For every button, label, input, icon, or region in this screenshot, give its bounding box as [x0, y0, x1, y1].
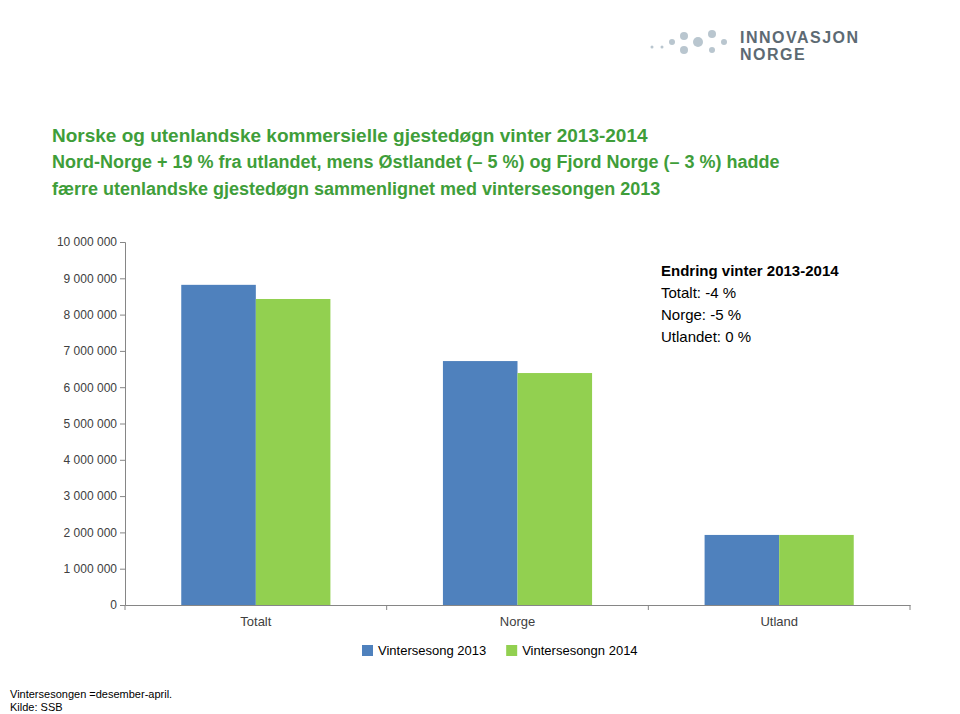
y-tick-mark: [120, 569, 125, 570]
annotation: Totalt: -4 %: [661, 284, 736, 301]
legend: Vintersesong 2013 Vintersesongn 2014: [362, 643, 638, 658]
logo-dot: [661, 46, 664, 49]
logo-dot: [693, 37, 703, 47]
subtitle: Nord-Norge + 19 % fra utlandet, mens Øst…: [52, 152, 780, 172]
x-separator: [910, 605, 911, 610]
y-tick-label: 9 000 000: [64, 272, 118, 286]
y-tick-label: 8 000 000: [64, 308, 118, 322]
y-tick: 3 000 000: [64, 489, 125, 503]
legend-label: Vintersesong 2013: [378, 643, 486, 658]
bar: [705, 535, 780, 605]
y-tick-mark: [120, 532, 125, 533]
y-tick-mark: [120, 496, 125, 497]
y-tick-mark: [120, 315, 125, 316]
y-tick-label: 10 000 000: [57, 235, 117, 249]
bar: [181, 285, 256, 605]
y-tick: 5 000 000: [64, 417, 125, 431]
x-tick-label: Totalt: [240, 614, 271, 629]
logo: INNOVASJONNORGE: [651, 29, 860, 63]
y-tick-label: 0: [110, 598, 117, 612]
y-tick: 7 000 000: [64, 344, 125, 358]
logo-dot: [709, 47, 715, 53]
bar: [779, 535, 854, 605]
y-tick-mark: [120, 460, 125, 461]
y-tick-label: 5 000 000: [64, 417, 118, 431]
logo-dot: [680, 46, 688, 54]
bar: [256, 299, 331, 605]
x-axis-line: [126, 605, 911, 606]
bars: [181, 285, 853, 605]
logo-text: NORGE: [740, 46, 806, 63]
y-tick-label: 7 000 000: [64, 344, 118, 358]
y-tick: 1 000 000: [64, 562, 125, 576]
y-tick: 6 000 000: [64, 381, 125, 395]
x-tick: Norge: [500, 614, 535, 629]
y-tick-mark: [120, 424, 125, 425]
y-tick: 10 000 000: [57, 235, 125, 249]
y-tick-label: 1 000 000: [64, 562, 118, 576]
logo-dot: [669, 39, 675, 45]
legend-item: Vintersesongn 2014: [506, 643, 637, 658]
y-tick-mark: [120, 387, 125, 388]
x-separator: [386, 605, 387, 610]
y-tick-mark: [120, 351, 125, 352]
bar: [518, 373, 593, 605]
x-tick-label: Norge: [500, 614, 535, 629]
y-axis-line: [120, 243, 126, 606]
logo-dot: [721, 39, 727, 45]
y-tick-mark: [120, 278, 125, 279]
legend-label: Vintersesongn 2014: [522, 643, 637, 658]
y-tick-label: 2 000 000: [64, 526, 118, 540]
y-tick: 0: [110, 598, 125, 612]
y-tick: 4 000 000: [64, 453, 125, 467]
logo-dot: [651, 46, 654, 49]
annotation: Norge: -5 %: [661, 306, 741, 323]
bar: [443, 361, 518, 605]
annotation: Utlandet: 0 %: [661, 328, 751, 345]
logo-dot: [708, 30, 716, 38]
y-tick-mark: [120, 242, 125, 243]
note: Kilde: SSB: [10, 701, 63, 713]
x-separator: [125, 605, 126, 610]
legend-swatch: [506, 645, 517, 656]
chart: INNOVASJONNORGE Norske og utenlandske kom…: [0, 0, 960, 714]
x-tick: Utland: [760, 614, 798, 629]
legend-swatch: [362, 645, 373, 656]
y-axis: 0 1 000 000 2 000 000 3 000 000 4 000 000 5 0…: [57, 235, 126, 612]
y-tick: 9 000 000: [64, 272, 125, 286]
y-tick: 8 000 000: [64, 308, 125, 322]
subtitle: færre utenlandske gjestedøgn sammenligne…: [52, 179, 660, 199]
title: Norske og utenlandske kommersielle gjest…: [52, 125, 648, 146]
annotation: Endring vinter 2013-2014: [661, 262, 839, 279]
legend-item: Vintersesong 2013: [362, 643, 486, 658]
note: Vintersesongen =desember-april.: [10, 688, 172, 700]
x-axis: Totalt Norge Utland: [126, 606, 911, 630]
y-tick-label: 4 000 000: [64, 453, 118, 467]
x-tick-label: Utland: [760, 614, 798, 629]
y-tick-mark: [120, 605, 125, 606]
y-tick-label: 3 000 000: [64, 489, 118, 503]
y-tick: 2 000 000: [64, 526, 125, 540]
x-separator: [648, 605, 649, 610]
logo-text: INNOVASJON: [740, 29, 860, 46]
logo-dot: [680, 32, 688, 40]
y-tick-label: 6 000 000: [64, 381, 118, 395]
x-tick: Totalt: [240, 614, 271, 629]
